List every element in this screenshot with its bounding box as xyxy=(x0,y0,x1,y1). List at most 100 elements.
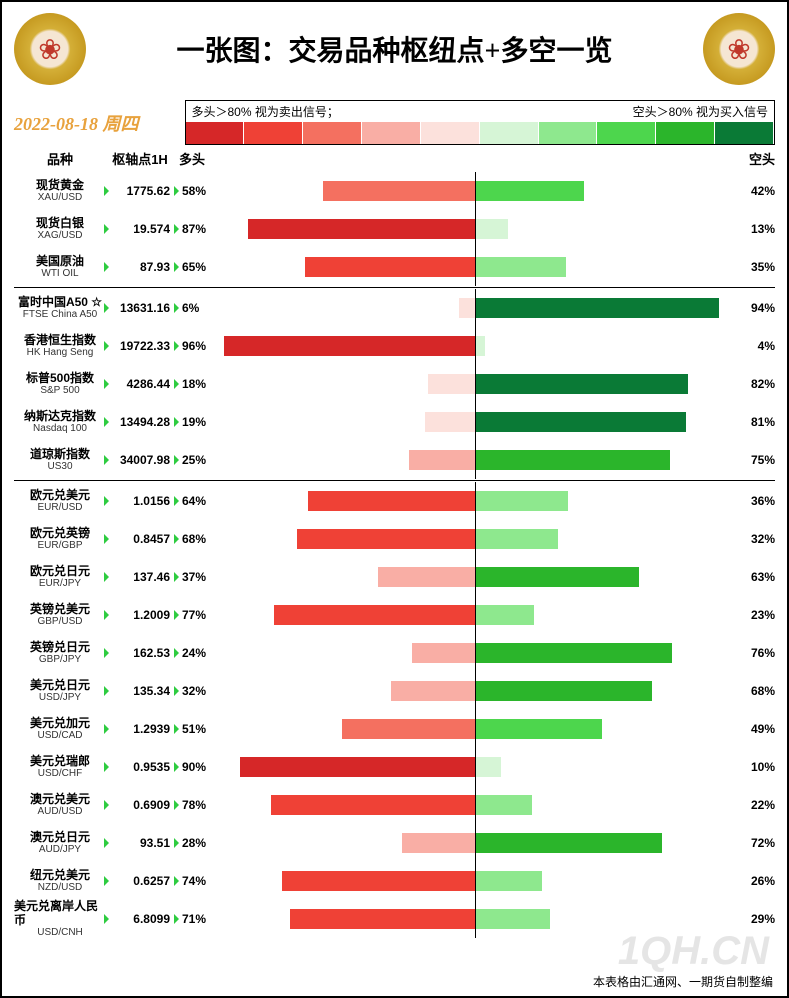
cell-pivot: 135.34 xyxy=(106,684,174,698)
cell-pivot: 0.9535 xyxy=(106,760,174,774)
table-row: 纳斯达克指数Nasdaq 10013494.2819%81% xyxy=(14,403,775,441)
table-row: 英镑兑日元GBP/JPY162.5324%76% xyxy=(14,634,775,672)
cell-pivot: 87.93 xyxy=(106,260,174,274)
cell-chart xyxy=(214,757,735,777)
cell-name: 香港恒生指数HK Hang Seng xyxy=(14,334,106,358)
table-row: 英镑兑美元GBP/USD1.200977%23% xyxy=(14,596,775,634)
cell-short: 36% xyxy=(739,494,775,508)
cell-short: 81% xyxy=(739,415,775,429)
header-short: 空头 xyxy=(739,149,775,168)
cell-short: 10% xyxy=(739,760,775,774)
long-bar xyxy=(409,450,474,470)
date-label: 2022-08-18 周四 xyxy=(14,110,139,136)
cell-name: 美元兑瑞郎USD/CHF xyxy=(14,755,106,779)
cell-short: 75% xyxy=(739,453,775,467)
table-row: 欧元兑日元EUR/JPY137.4637%63% xyxy=(14,558,775,596)
long-bar xyxy=(274,605,475,625)
long-bar xyxy=(412,643,475,663)
cell-long: 18% xyxy=(174,377,210,391)
short-bar xyxy=(475,757,501,777)
table-row: 标普500指数S&P 5004286.4418%82% xyxy=(14,365,775,403)
long-bar xyxy=(248,219,475,239)
cell-chart xyxy=(214,643,735,663)
cell-pivot: 19.574 xyxy=(106,222,174,236)
cell-short: 23% xyxy=(739,608,775,622)
cell-long: 65% xyxy=(174,260,210,274)
cell-long: 6% xyxy=(174,301,210,315)
cell-chart xyxy=(214,219,735,239)
short-bar xyxy=(475,719,603,739)
cell-pivot: 93.51 xyxy=(106,836,174,850)
cell-short: 94% xyxy=(739,301,775,315)
table-row: 道琼斯指数US3034007.9825%75% xyxy=(14,441,775,479)
cell-long: 51% xyxy=(174,722,210,736)
cell-long: 25% xyxy=(174,453,210,467)
long-bar xyxy=(459,298,475,318)
long-bar xyxy=(428,374,475,394)
cell-name: 澳元兑日元AUD/JPY xyxy=(14,831,106,855)
header: ❀ 一张图：交易品种枢纽点+多空一览 ❀ xyxy=(14,10,775,88)
short-bar xyxy=(475,567,639,587)
cell-pivot: 19722.33 xyxy=(106,339,174,353)
short-bar xyxy=(475,181,584,201)
long-bar xyxy=(297,529,474,549)
data-rows: 现货黄金XAU/USD1775.6258%42%现货白银XAG/USD19.57… xyxy=(14,172,775,938)
section-divider xyxy=(14,480,775,481)
short-bar xyxy=(475,412,686,432)
cell-long: 77% xyxy=(174,608,210,622)
cell-short: 13% xyxy=(739,222,775,236)
cell-short: 68% xyxy=(739,684,775,698)
cell-chart xyxy=(214,719,735,739)
cell-name: 标普500指数S&P 500 xyxy=(14,372,106,396)
cell-long: 24% xyxy=(174,646,210,660)
cell-chart xyxy=(214,450,735,470)
cell-name: 美元兑日元USD/JPY xyxy=(14,679,106,703)
cell-chart xyxy=(214,605,735,625)
footer-text: 本表格由汇通网、一期货自制整编 xyxy=(593,973,773,990)
short-bar xyxy=(475,257,566,277)
long-bar xyxy=(342,719,475,739)
cell-name: 欧元兑日元EUR/JPY xyxy=(14,565,106,589)
cell-name: 英镑兑美元GBP/USD xyxy=(14,603,106,627)
legend-left: 多头＞80% 视为卖出信号； xyxy=(192,103,339,120)
short-bar xyxy=(475,643,673,663)
table-row: 现货白银XAG/USD19.57487%13% xyxy=(14,210,775,248)
cell-long: 32% xyxy=(174,684,210,698)
cell-chart xyxy=(214,795,735,815)
cell-chart xyxy=(214,871,735,891)
color-scale xyxy=(186,122,775,144)
short-bar xyxy=(475,833,663,853)
cell-chart xyxy=(214,257,735,277)
cell-short: 72% xyxy=(739,836,775,850)
cell-pivot: 1.2939 xyxy=(106,722,174,736)
cell-chart xyxy=(214,181,735,201)
long-bar xyxy=(290,909,475,929)
cell-short: 49% xyxy=(739,722,775,736)
cell-name: 富时中国A50 ☆FTSE China A50 xyxy=(14,296,106,320)
cell-short: 4% xyxy=(739,339,775,353)
table-row: 欧元兑美元EUR/USD1.015664%36% xyxy=(14,482,775,520)
watermark: 1QH.CN xyxy=(618,929,769,974)
cell-long: 96% xyxy=(174,339,210,353)
long-bar xyxy=(378,567,474,587)
cell-long: 78% xyxy=(174,798,210,812)
cell-pivot: 34007.98 xyxy=(106,453,174,467)
legend-box: 多头＞80% 视为卖出信号； 空头＞80% 视为买入信号 xyxy=(185,100,776,145)
cell-short: 29% xyxy=(739,912,775,926)
short-bar xyxy=(475,605,535,625)
cell-pivot: 13631.16 xyxy=(106,301,174,315)
short-bar xyxy=(475,336,485,356)
cell-short: 63% xyxy=(739,570,775,584)
cell-short: 82% xyxy=(739,377,775,391)
cell-name: 美元兑离岸人民币USD/CNH xyxy=(14,900,106,937)
table-row: 富时中国A50 ☆FTSE China A5013631.166% 94% xyxy=(14,289,775,327)
cell-long: 71% xyxy=(174,912,210,926)
short-bar xyxy=(475,871,543,891)
cell-chart xyxy=(214,529,735,549)
cell-name: 现货白银XAG/USD xyxy=(14,217,106,241)
cell-pivot: 1775.62 xyxy=(106,184,174,198)
cell-short: 35% xyxy=(739,260,775,274)
cell-chart xyxy=(214,567,735,587)
cell-long: 28% xyxy=(174,836,210,850)
header-name: 品种 xyxy=(14,149,106,168)
